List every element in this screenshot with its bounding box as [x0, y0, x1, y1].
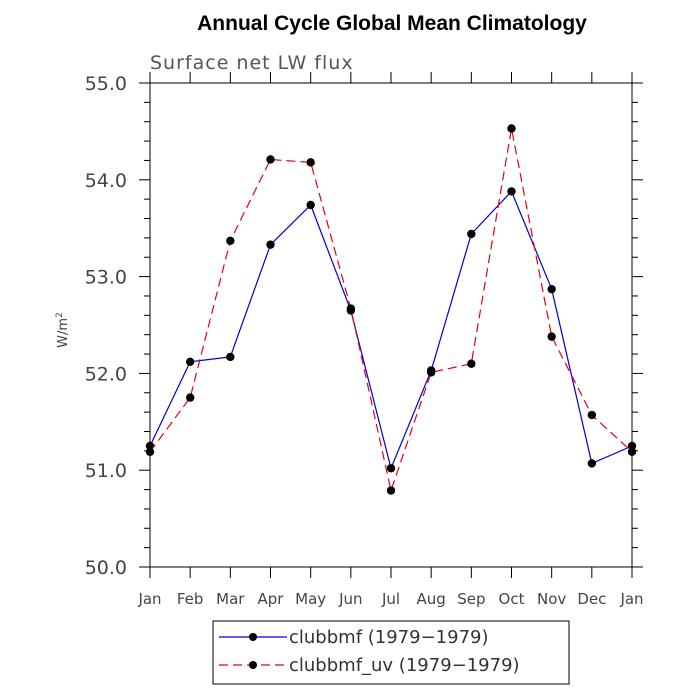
- y-axis-title-main: W/m: [56, 318, 71, 348]
- y-tick-label: 53.0: [85, 267, 127, 289]
- x-tick-label: Jan: [619, 590, 643, 608]
- series-1-point: [547, 332, 556, 341]
- series-1-point: [226, 236, 235, 245]
- legend-marker-0: [249, 633, 257, 641]
- series-0-point: [507, 187, 516, 196]
- series-0-point: [266, 240, 275, 249]
- y-axis-labels: 50.0 51.0 52.0 53.0 54.0 55.0: [85, 73, 127, 579]
- x-tick-label: Nov: [537, 590, 566, 608]
- series-1-point: [507, 124, 516, 133]
- x-tick-label: Mar: [216, 590, 245, 608]
- x-tick-label: Jan: [137, 590, 161, 608]
- series-layer: [145, 124, 637, 495]
- series-0-point: [547, 284, 556, 294]
- legend-label-1: clubbmf_uv (1979−1979): [289, 655, 520, 676]
- series-1-point: [467, 359, 476, 368]
- x-tick-label: Feb: [177, 590, 204, 608]
- series-1-point: [185, 393, 195, 402]
- series-0-point: [386, 464, 396, 473]
- series-1-point: [587, 410, 597, 420]
- x-axis-labels: Jan Feb Mar Apr May Jun Jul Aug Sep Oct Nov Dec Jan: [137, 590, 643, 608]
- x-tick-label: Oct: [499, 590, 525, 608]
- x-tick-label: Jun: [338, 590, 362, 608]
- chart-title: Annual Cycle Global Mean Climatology: [197, 12, 587, 35]
- legend-box: [212, 620, 570, 685]
- y-tick-label: 51.0: [85, 460, 127, 482]
- legend-label-0: clubbmf (1979−1979): [289, 627, 489, 648]
- legend-marker-1: [249, 661, 257, 669]
- series-1-point: [346, 304, 356, 313]
- x-tick-label: Aug: [417, 590, 446, 608]
- series-0-point: [185, 357, 195, 366]
- series-1-point: [426, 368, 436, 377]
- series-1-point: [306, 158, 315, 167]
- y-tick-label: 52.0: [85, 363, 127, 385]
- axis-ticks: [139, 72, 643, 578]
- chart-subtitle: Surface net LW flux: [150, 52, 354, 74]
- x-tick-label: Apr: [258, 590, 285, 608]
- y-tick-label: 50.0: [85, 557, 127, 579]
- y-axis-title-sup: 2: [55, 312, 65, 318]
- x-tick-label: Dec: [577, 590, 606, 608]
- plot-frame: [149, 82, 633, 568]
- series-line-1: [149, 128, 633, 493]
- series-1-point: [266, 155, 275, 164]
- y-axis-title: W/m2: [55, 312, 71, 348]
- series-0-point: [467, 229, 476, 239]
- x-tick-label: Jul: [381, 590, 400, 608]
- series-0-point: [226, 352, 235, 362]
- legend: clubbmf (1979−1979) clubbmf_uv (1979−197…: [212, 620, 570, 685]
- series-1-point: [386, 486, 396, 495]
- series-0-point: [306, 200, 315, 210]
- series-line-0: [149, 190, 633, 471]
- series-0-point: [587, 459, 597, 468]
- y-tick-label: 55.0: [85, 73, 127, 95]
- x-tick-label: Sep: [457, 590, 485, 608]
- y-tick-label: 54.0: [85, 170, 127, 192]
- x-tick-label: May: [295, 590, 326, 608]
